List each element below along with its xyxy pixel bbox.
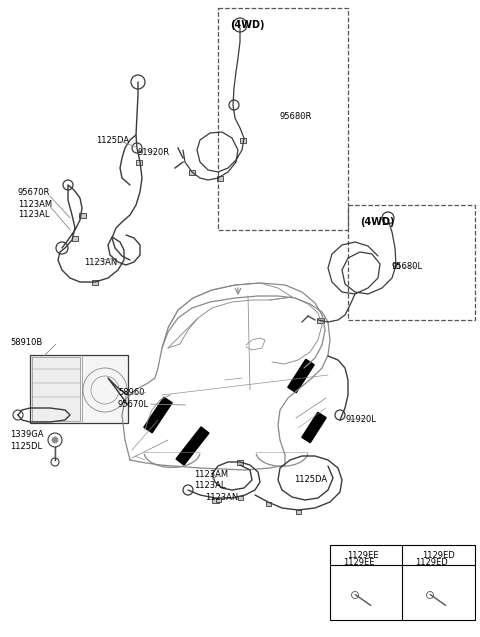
Text: (4WD): (4WD): [360, 217, 395, 227]
Text: 95670R: 95670R: [18, 188, 50, 197]
Text: 1125DA: 1125DA: [96, 136, 129, 145]
Bar: [30, 355, 128, 423]
Text: 1123AL: 1123AL: [18, 210, 49, 219]
Text: 91920R: 91920R: [137, 148, 169, 157]
Text: 1125DA: 1125DA: [294, 475, 327, 484]
Text: 1339GA: 1339GA: [10, 430, 44, 439]
Bar: [212, 497, 218, 503]
Text: 58960: 58960: [118, 388, 144, 397]
Text: 58910B: 58910B: [10, 338, 42, 347]
Bar: [136, 159, 142, 164]
Text: 95680R: 95680R: [280, 112, 312, 121]
Bar: [348, 205, 475, 320]
Polygon shape: [288, 359, 314, 392]
Bar: [218, 8, 348, 230]
Text: (4WD): (4WD): [230, 20, 264, 30]
Bar: [393, 262, 399, 268]
Text: 1123AL: 1123AL: [194, 481, 226, 490]
Text: 1123AM: 1123AM: [18, 200, 52, 209]
Text: 95680L: 95680L: [392, 262, 423, 271]
Text: 95670L: 95670L: [118, 400, 149, 409]
Text: 1123AN: 1123AN: [84, 258, 117, 267]
Bar: [189, 169, 195, 175]
Bar: [238, 496, 242, 500]
Text: 1123AN: 1123AN: [205, 493, 238, 502]
Bar: [240, 138, 246, 143]
Bar: [217, 176, 223, 180]
Bar: [237, 459, 243, 464]
Bar: [316, 317, 324, 322]
Bar: [216, 498, 220, 502]
Bar: [92, 280, 98, 285]
Text: 1129EE: 1129EE: [343, 558, 374, 567]
Text: 1129EE: 1129EE: [347, 552, 379, 561]
Text: 1129ED: 1129ED: [421, 552, 455, 561]
Circle shape: [52, 437, 58, 443]
Bar: [32, 357, 80, 421]
Text: 1123AM: 1123AM: [194, 470, 228, 479]
Text: 91920L: 91920L: [345, 415, 376, 424]
Bar: [296, 510, 300, 514]
Polygon shape: [144, 397, 172, 433]
Text: 1129ED: 1129ED: [415, 558, 448, 567]
Polygon shape: [176, 427, 209, 465]
Polygon shape: [302, 412, 326, 443]
Bar: [79, 213, 85, 217]
Text: 1125DL: 1125DL: [10, 442, 42, 451]
Bar: [72, 236, 78, 241]
Bar: [330, 545, 475, 620]
Bar: [265, 502, 271, 506]
